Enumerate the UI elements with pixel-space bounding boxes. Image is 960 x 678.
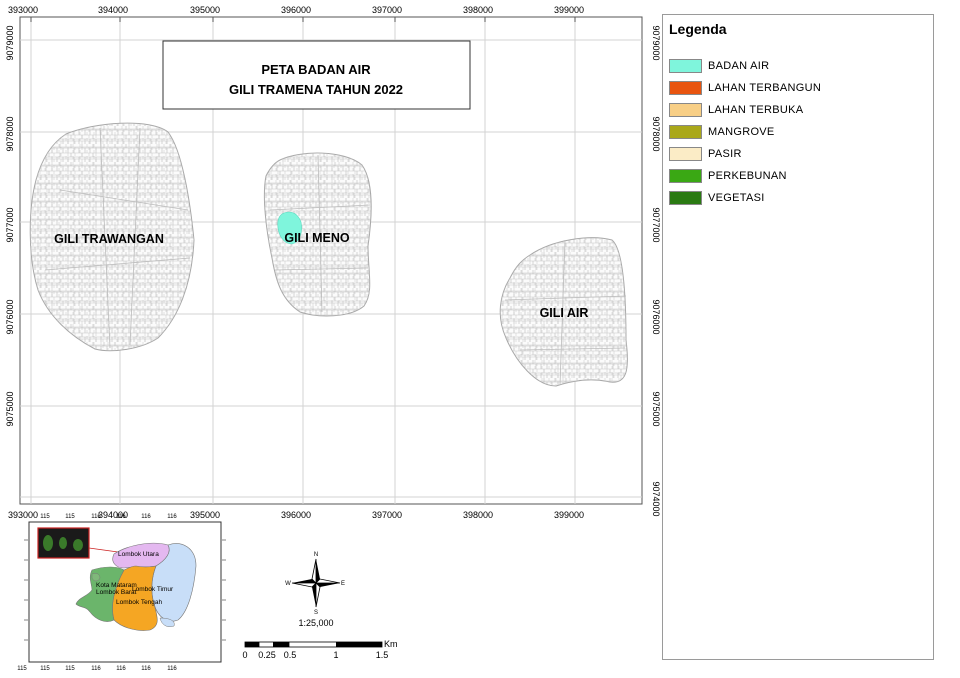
inset-tick-bottom: 116 [167,666,177,672]
legend-item: BADAN AIR [669,58,769,74]
inset-label-lombok-utara: Lombok Utara [118,551,159,558]
y-tick-left: 9077000 [5,207,15,242]
x-tick-top: 395000 [190,5,220,15]
y-tick-right: 9077000 [651,207,661,242]
inset-tick-top: 115 [40,514,50,520]
legend-item: PASIR [669,146,742,162]
inset-tick-top: 116 [116,514,126,520]
x-tick-top: 397000 [372,5,402,15]
inset-label-lombok-barat: Lombok Barat [96,589,137,596]
legend-item: LAHAN TERBANGUN [669,80,821,96]
scale-label: 1.5 [376,650,389,660]
x-tick-top: 399000 [554,5,584,15]
legend-label: PASIR [708,148,742,160]
x-tick-bottom: 399000 [554,510,584,520]
north-arrow-s: S [314,610,318,616]
inset-tick-top: 115 [65,514,75,520]
x-tick-top: 393000 [8,5,38,15]
legend-item: MANGROVE [669,124,775,140]
scale-label: 1 [333,650,338,660]
legend-swatch [669,81,702,95]
legend-swatch [669,169,702,183]
inset-region-lombok-barat [75,566,125,622]
island-gili-air [499,237,628,387]
legend-label: PERKEBUNAN [708,170,787,182]
island-label-gili-meno: GILI MENO [284,231,350,245]
y-tick-right: 9074000 [651,481,661,516]
inset-label-kota-mataram: Kota Mataram [96,582,137,589]
legend-item: PERKEBUNAN [669,168,787,184]
inset-tick-bottom: 115 [65,666,75,672]
legend-swatch [669,103,702,117]
island-gili-trawangan [29,122,195,352]
legend-label: LAHAN TERBANGUN [708,82,822,94]
x-tick-top: 396000 [281,5,311,15]
north-arrow-icon [291,558,341,608]
y-tick-right: 9079000 [651,25,661,60]
x-tick-top: 394000 [98,5,128,15]
inset-tick-bottom: 116 [91,666,101,672]
island-label-gili-trawangan: GILI TRAWANGAN [54,232,164,246]
legend-label: MANGROVE [708,126,775,138]
inset-tick-top: 116 [167,514,177,520]
north-arrow-w: W [285,581,291,587]
inset-tick-top: 116 [141,514,151,520]
north-arrow-e: E [341,581,345,587]
inset-tick-bottom: 115 [40,666,50,672]
y-tick-left: 9078000 [5,116,15,151]
x-tick-bottom: 396000 [281,510,311,520]
legend-panel: Legenda BADAN AIR LAHAN TERBANGUN LAHAN … [662,14,934,660]
legend-label: VEGETASI [708,192,765,204]
legend-item: LAHAN TERBUKA [669,102,803,118]
y-tick-right: 9076000 [651,299,661,334]
legend-label: LAHAN TERBUKA [708,104,804,116]
x-tick-top: 398000 [463,5,493,15]
map-title-line2: GILI TRAMENA TAHUN 2022 [229,82,403,97]
y-tick-left: 9075000 [5,391,15,426]
legend-swatch [669,125,702,139]
legend-title: Legenda [669,21,727,37]
legend-label: BADAN AIR [708,60,770,72]
map-title-line1: PETA BADAN AIR [261,62,371,77]
x-tick-bottom: 397000 [372,510,402,520]
legend-swatch [669,59,702,73]
scale-ratio: 1:25,000 [298,618,333,628]
x-tick-bottom: 394000 [98,510,128,520]
inset-tick-bottom: 116 [116,666,126,672]
island-label-gili-air: GILI AIR [540,306,589,320]
inset-tick-bottom: 116 [141,666,151,672]
x-tick-bottom: 393000 [8,510,38,520]
north-arrow-n: N [314,552,318,558]
inset-tick-top: 116 [91,514,101,520]
inset-tick-bottom: 115 [17,666,27,672]
y-tick-right: 9075000 [651,391,661,426]
x-tick-bottom: 395000 [190,510,220,520]
scale-label: 0 [242,650,247,660]
inset-locator-map: 115 115 116 116 116 116 115 115 115 116 … [17,514,226,672]
scale-label: 0.25 [258,650,276,660]
inset-label-lombok-timur: Lombok Timur [132,586,174,593]
x-tick-bottom: 398000 [463,510,493,520]
y-tick-left: 9079000 [5,25,15,60]
y-tick-right: 9078000 [651,116,661,151]
island-gili-meno [263,152,372,317]
legend-item: VEGETASI [669,190,765,206]
map-title-box [162,40,471,110]
scale-bar [244,641,383,648]
y-tick-left: 9076000 [5,299,15,334]
inset-region-kota-mataram [91,572,101,582]
water-body-lake [277,211,302,245]
scale-unit: Km [384,639,398,649]
inset-label-lombok-tengah: Lombok Tengah [116,599,163,606]
legend-swatch [669,147,702,161]
legend-swatch [669,191,702,205]
scale-label: 0.5 [284,650,297,660]
